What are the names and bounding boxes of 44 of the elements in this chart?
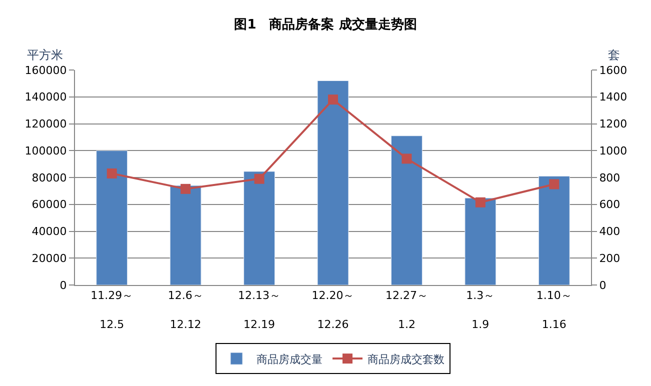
bar <box>317 80 349 285</box>
point <box>402 154 412 164</box>
point <box>328 94 338 105</box>
y2-axis-title: 套 <box>608 48 620 62</box>
y2-tick-label: 1600 <box>599 64 628 77</box>
category-label: 12.13～ 12.19 <box>238 289 281 331</box>
y2-tick-label: 1000 <box>599 144 628 158</box>
y2-tick-label: 200 <box>599 252 620 265</box>
y2-tick-label: 1400 <box>599 90 628 104</box>
y2-tick-label: 800 <box>599 171 620 184</box>
y2-tick-label: 600 <box>599 198 620 212</box>
bar <box>244 171 276 285</box>
y-tick-label: 20000 <box>32 252 67 265</box>
category-label: 12.20～ 12.26 <box>312 289 354 331</box>
y2-tick-label: 1200 <box>599 118 628 131</box>
point <box>106 168 117 178</box>
y-tick-label: 140000 <box>24 90 67 104</box>
point <box>549 179 560 190</box>
y-tick-label: 120000 <box>24 118 67 131</box>
y-tick-label: 80000 <box>32 171 67 184</box>
bar <box>464 198 496 285</box>
y2-tick-label: 400 <box>599 225 620 238</box>
y2-tick-label: 0 <box>599 278 606 292</box>
bar <box>96 150 128 285</box>
category-label: 12.27～ 1.2 <box>385 289 428 331</box>
y-tick-label: 60000 <box>32 198 67 212</box>
point <box>475 197 486 208</box>
legend-label: 商品房成交套数 <box>368 352 444 366</box>
y-tick-label: 40000 <box>32 225 67 238</box>
category-label: 11.29～ 12.5 <box>90 289 134 331</box>
y-tick-label: 0 <box>60 278 67 292</box>
legend-label: 商品房成交量 <box>256 352 322 366</box>
category-label: 1.3～ 1.9 <box>466 289 495 331</box>
bar <box>538 176 570 285</box>
category-label: 1.10～ 1.16 <box>536 289 572 331</box>
y-tick-label: 160000 <box>24 64 67 77</box>
y-axis-title: 平方米 <box>27 48 63 62</box>
point <box>254 174 264 184</box>
point <box>180 184 191 194</box>
category-label: 12.6～ 12.12 <box>168 289 204 331</box>
y-tick-label: 100000 <box>24 144 67 158</box>
bar <box>390 136 422 285</box>
bar <box>170 185 202 285</box>
chart-title: 图1 商品房备案 成交量走势图 <box>234 16 417 32</box>
